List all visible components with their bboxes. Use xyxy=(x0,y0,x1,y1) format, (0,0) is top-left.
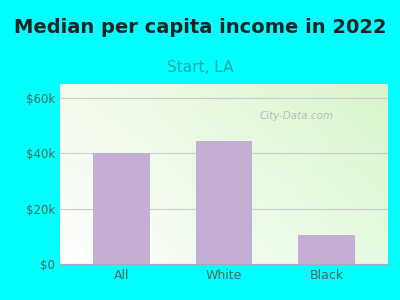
Text: Median per capita income in 2022: Median per capita income in 2022 xyxy=(14,18,386,37)
Text: Start, LA: Start, LA xyxy=(167,60,233,75)
Text: City-Data.com: City-Data.com xyxy=(259,111,333,122)
Bar xyxy=(298,235,355,264)
Bar xyxy=(93,153,150,264)
Bar xyxy=(196,141,252,264)
